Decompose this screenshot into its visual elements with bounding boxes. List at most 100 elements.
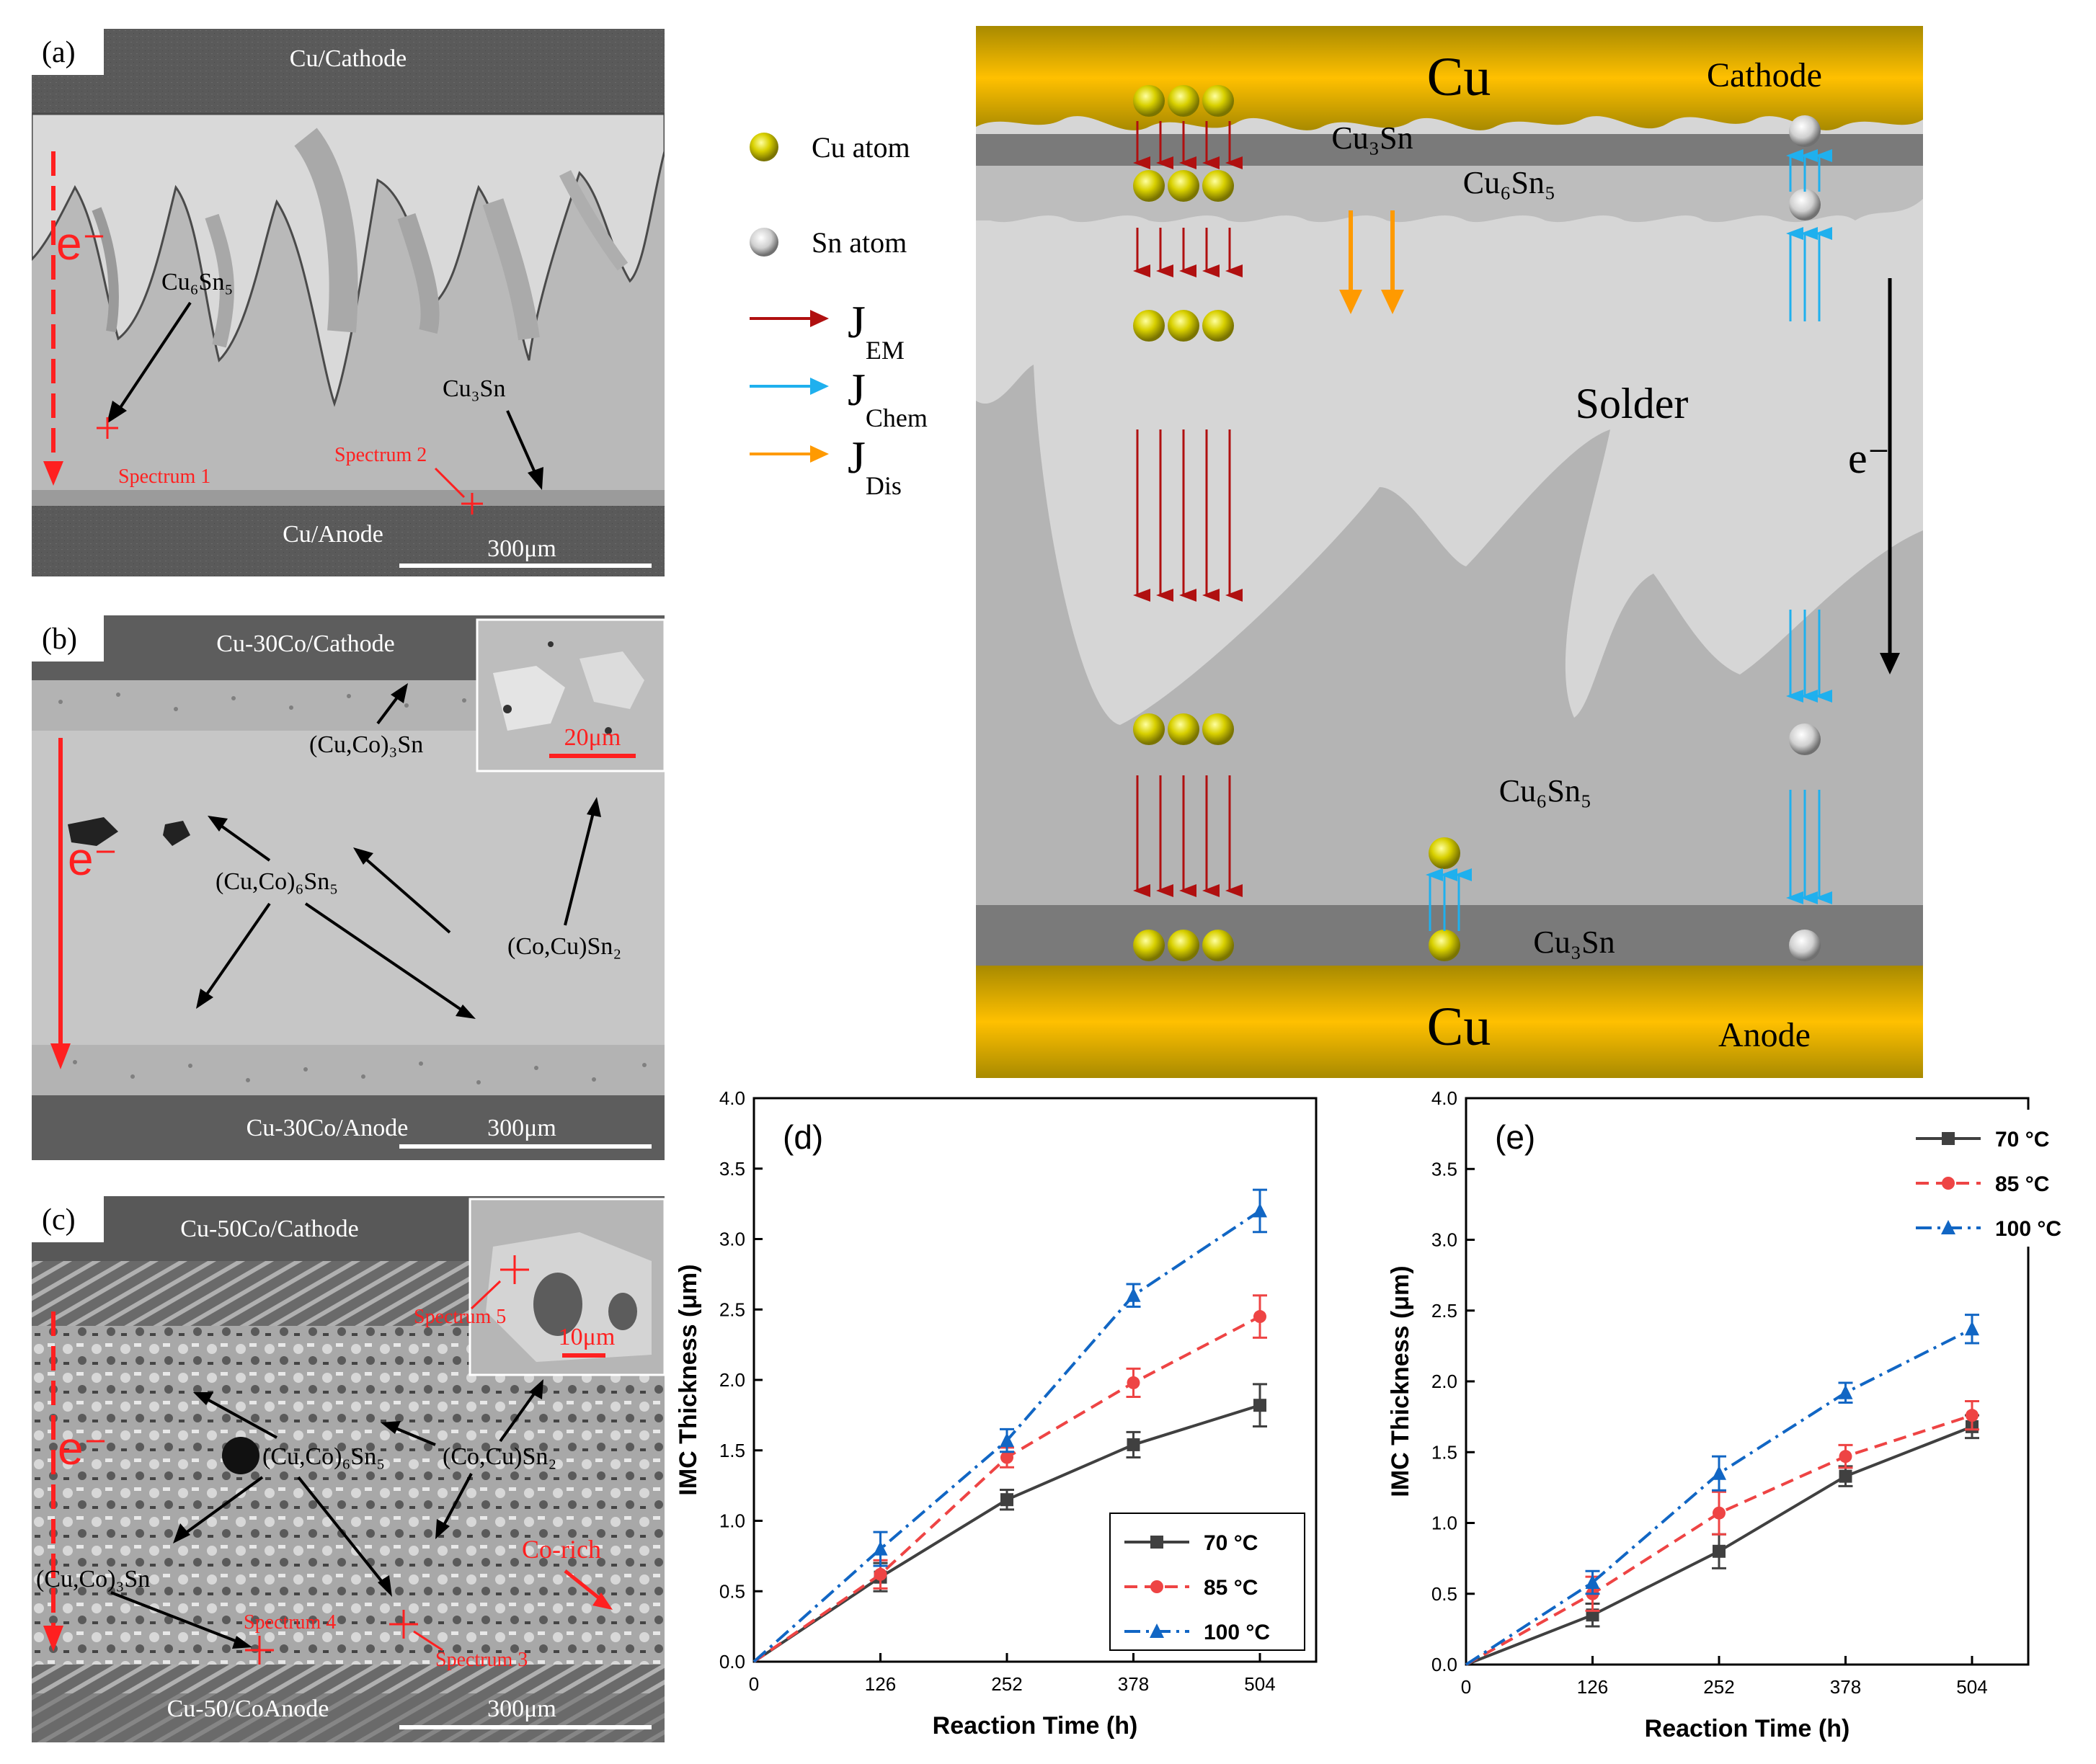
marker-square [1942,1132,1955,1145]
anode-label: Anode [1718,1016,1811,1054]
marker-circle [1150,1580,1163,1593]
x-axis-label: Reaction Time (h) [933,1712,1138,1740]
co-rich-label: Co-rich [522,1535,601,1564]
phase-label-co-cu-sn2: (Co,Cu)Sn₂ [443,1443,556,1470]
spectrum-4-label: Spectrum 4 [244,1611,336,1634]
marker-triangle [1712,1465,1726,1480]
top-electrode-label: Cu-30Co/Cathode [216,631,394,657]
y-tick-label: 2.0 [719,1369,745,1391]
marker-circle [1942,1177,1955,1190]
legend-j-chem: JChem [848,364,928,432]
cu3sn-bottom-label: Cu₃Sn [1533,925,1615,960]
panel-a-micrograph: (a) Cu/Cathode e⁻ Cu₆Sn₅ Cu₃Sn Spectrum … [32,29,665,576]
legend-entry-1: 85 °C [1204,1576,1258,1600]
dark-void-2 [163,821,190,846]
legend-sn-atom-icon [750,228,778,257]
phase-label-cu6sn5: Cu₆Sn₅ [161,269,233,295]
chart-panel-tag: (d) [783,1118,823,1156]
mixed-phase-region [32,1326,665,1665]
spectrum-3-label: Spectrum 3 [435,1649,528,1671]
chart-e: (e) 0.0 0.5 1.0 1.5 2.0 2.5 3.0 3.5 4.0 0 126 252 378… [1375,1081,2082,1764]
scale-bar [399,564,652,568]
cu6sn5-bottom-label: Cu₆Sn₅ [1499,773,1592,808]
dark-particle [222,1437,259,1474]
panel-c-tag: (c) [42,1203,76,1237]
phase-label-cu-co-3sn: (Cu,Co)₃Sn [36,1566,150,1592]
marker-triangle [1941,1220,1955,1234]
y-tick-label: 3.0 [719,1229,745,1250]
chem-flux-arrows [1426,149,1832,931]
scale-bar-label: 300μm [487,1115,556,1141]
y-tick-label: 0.0 [1431,1654,1457,1675]
y-tick-label: 3.5 [1431,1158,1457,1180]
cu3sn-top-layer [976,134,1923,166]
top-electrode-label: Cu-50Co/Cathode [180,1216,358,1242]
phase-label-cu-co-6sn5: (Cu,Co)₆Sn₅ [262,1443,385,1470]
phase-label-cu-co-3sn: (Cu,Co)₃Sn [309,731,423,758]
marker-square [1839,1469,1852,1483]
marker-circle [874,1567,887,1581]
panel-b-tag-box [32,615,104,662]
x-axis-label: Reaction Time (h) [1645,1715,1850,1742]
legend-sn-atom: Sn atom [812,226,907,259]
y-tick-label: 4.0 [1431,1087,1457,1109]
electron-label: e⁻ [56,218,106,270]
spectrum-5-label: Spectrum 5 [414,1306,506,1328]
marker-triangle [1000,1433,1014,1448]
bottom-electrode-label: Cu-50/CoAnode [167,1696,329,1722]
phase-label-co-cu-sn2: (Co,Cu)Sn₂ [507,933,621,960]
legend-entry-0: 70 °C [1995,1128,2049,1152]
marker-circle [1966,1409,1979,1422]
legend-j-em: JEM [848,296,905,365]
marker-circle [1127,1376,1140,1389]
panel-a-tag: (a) [42,36,76,69]
marker-square [1150,1536,1163,1549]
marker-circle [1839,1450,1852,1464]
y-tick-label: 0.5 [719,1580,745,1602]
legend-entry-0: 70 °C [1204,1531,1258,1555]
panel-c-micrograph: (c) Cu-50Co/Cathode Spectrum 5 10μm e⁻ (… [32,1196,665,1742]
x-tick-label: 504 [1244,1673,1275,1695]
marker-square [1713,1544,1726,1558]
cu-anode-band [976,966,1923,1078]
y-tick-label: 3.0 [1431,1229,1457,1251]
y-tick-label: 0.0 [719,1651,745,1672]
marker-square [1253,1399,1266,1412]
bottom-imc-layer [32,1045,665,1095]
y-tick-label: 1.0 [1431,1513,1457,1534]
bottom-electrode-label: Cu-30Co/Anode [247,1115,409,1141]
legend-j-dis: JDis [848,432,902,500]
solder-label: Solder [1576,380,1689,427]
cu6sn5-bottom-region [976,365,1923,905]
sn-atoms [1789,115,1821,961]
x-tick-label: 0 [1461,1676,1471,1698]
x-tick-label: 504 [1956,1676,1987,1698]
marker-circle [1000,1451,1013,1464]
phase-label-cu3sn: Cu₃Sn [443,375,505,402]
cu3sn-layer [32,490,665,506]
marker-triangle [873,1541,888,1556]
legend-box [1901,1110,2074,1247]
scale-bar [399,1144,652,1149]
marker-circle [1713,1506,1726,1520]
x-tick-label: 126 [1577,1676,1608,1698]
y-tick-label: 2.0 [1431,1371,1457,1392]
phase-label-cu-co-6sn5: (Cu,Co)₆Sn₅ [216,868,338,895]
x-tick-label: 252 [1703,1676,1734,1698]
legend-cu-atom: Cu atom [812,131,910,164]
y-tick-label: 0.5 [1431,1583,1457,1605]
y-tick-label: 1.5 [719,1440,745,1461]
cu3sn-top-label: Cu₃Sn [1331,120,1413,156]
spectrum-1-label: Spectrum 1 [118,466,210,488]
top-electrode-label: Cu/Cathode [290,45,407,72]
dark-void-1 [68,817,118,846]
chart-panel-tag: (e) [1495,1118,1535,1156]
x-tick-label: 378 [1830,1676,1861,1698]
inset-scale-label: 20μm [564,724,621,751]
marker-triangle [1253,1203,1267,1218]
y-tick-label: 4.0 [719,1087,745,1109]
y-tick-label: 2.5 [719,1298,745,1320]
bottom-cu-label: Cu [1427,997,1491,1057]
scale-bar-label: 300μm [487,535,556,562]
x-tick-label: 378 [1118,1673,1149,1695]
